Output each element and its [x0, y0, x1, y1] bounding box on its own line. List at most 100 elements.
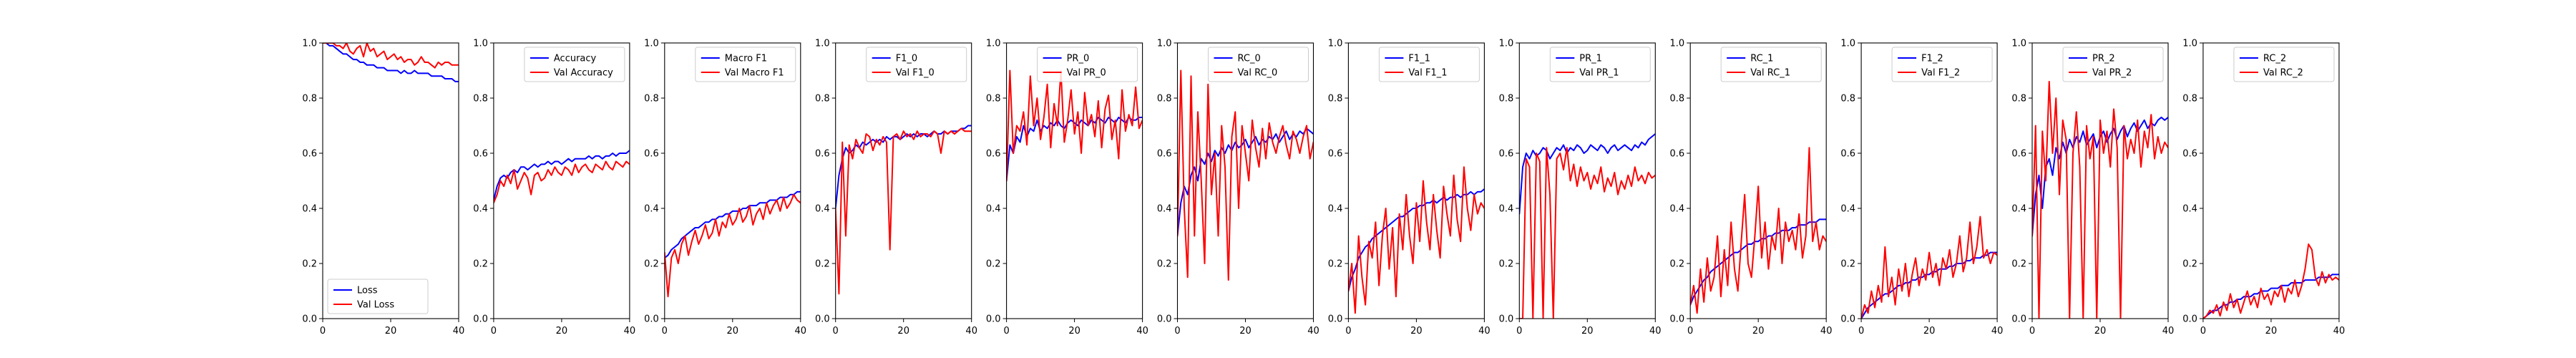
subplot-11: 0.0 0.2 0.4 0.6 0.8 1.0 0 20 40 PR_2 Val PR_2 [2011, 39, 2174, 337]
y-tick-label: 0.4 [644, 204, 659, 215]
series-line-val-rc-0 [1177, 69, 1314, 281]
y-tick-label: 0.0 [2182, 314, 2197, 325]
legend: Loss Val Loss [327, 279, 429, 314]
series-line-rc-1 [1690, 218, 1827, 306]
y-tick-label: 0.6 [302, 149, 317, 160]
y-tick-label: 0.4 [2011, 204, 2026, 215]
series-group [1177, 69, 1314, 281]
series-group [2032, 80, 2168, 319]
axes-frame [664, 42, 801, 319]
y-tick-label: 0.8 [815, 94, 830, 105]
axes-frame [2031, 42, 2169, 319]
series-line-f1-0 [835, 125, 972, 209]
y-tick-label: 0.4 [1670, 204, 1685, 215]
subplot-12: 0.0 0.2 0.4 0.6 0.8 1.0 0 20 40 RC_2 Val RC_2 [2182, 39, 2345, 337]
x-tick-label: 20 [1923, 326, 1936, 337]
x-tick-label: 0 [1516, 326, 1522, 337]
y-tick-label: 1.0 [644, 39, 659, 49]
legend-box [1378, 47, 1480, 82]
legend-box [1037, 47, 1138, 82]
y-tick-label: 0.2 [815, 259, 830, 270]
y-tick-label: 0.2 [1328, 259, 1343, 270]
x-tick-label: 40 [795, 326, 807, 337]
y-tick-label: 0.8 [1157, 94, 1172, 105]
y-tick-label: 0.6 [1670, 149, 1685, 160]
legend: F1_2 Val F1_2 [1891, 47, 1993, 82]
x-tick-label: 0 [1345, 326, 1351, 337]
legend-label: F1_2 [1921, 54, 1943, 64]
series-line-val-pr-1 [1519, 147, 1656, 319]
y-tick-label: 0.0 [815, 314, 830, 325]
series-group [835, 125, 972, 295]
legend: F1_0 Val F1_0 [866, 47, 967, 82]
legend: RC_1 Val RC_1 [1720, 47, 1822, 82]
legend-label: Val Accuracy [554, 68, 613, 79]
x-tick-label: 0 [833, 326, 839, 337]
y-tick-label: 0.4 [1840, 204, 1855, 215]
legend-label: PR_0 [1067, 54, 1090, 64]
y-tick-label: 1.0 [815, 39, 830, 49]
legend-label: Val Loss [357, 300, 394, 311]
legend-label: PR_2 [2092, 54, 2115, 64]
series-line-val-loss [323, 43, 459, 69]
subplot-2: 0.0 0.2 0.4 0.6 0.8 1.0 0 20 40 Accuracy Val Accur… [473, 39, 635, 337]
y-tick-label: 0.2 [302, 259, 317, 270]
x-tick-label: 20 [1068, 326, 1080, 337]
series-line-val-macro-f1 [664, 193, 801, 298]
legend: Macro F1 Val Macro F1 [695, 47, 796, 82]
y-tick-label: 0.2 [2011, 259, 2026, 270]
x-tick-label: 40 [1820, 326, 1833, 337]
x-tick-label: 0 [2200, 326, 2206, 337]
y-tick-label: 1.0 [2011, 39, 2026, 49]
legend-box [1549, 47, 1651, 82]
x-tick-label: 20 [556, 326, 568, 337]
x-tick-label: 40 [2333, 326, 2346, 337]
legend-label: RC_1 [1750, 54, 1773, 64]
subplot-6: 0.0 0.2 0.4 0.6 0.8 1.0 0 20 40 RC_0 Val RC_0 [1157, 39, 1319, 337]
y-tick-label: 0.0 [1840, 314, 1855, 325]
x-tick-label: 40 [1478, 326, 1491, 337]
y-tick-label: 0.0 [1499, 314, 1514, 325]
series-group [1690, 147, 1827, 314]
legend-label: Loss [357, 286, 378, 296]
y-tick-label: 0.8 [2182, 94, 2197, 105]
legend-box [866, 47, 967, 82]
x-tick-label: 20 [2265, 326, 2278, 337]
subplot-7: 0.0 0.2 0.4 0.6 0.8 1.0 0 20 40 F1_1 Val F1_1 [1328, 39, 1491, 337]
y-tick-label: 1.0 [1328, 39, 1343, 49]
y-tick-label: 1.0 [302, 39, 317, 49]
legend-label: Val RC_2 [2263, 68, 2303, 79]
series-line-rc-2 [2202, 274, 2339, 319]
y-tick-label: 0.2 [473, 259, 488, 270]
series-group [323, 43, 459, 82]
series-line-pr-0 [1006, 116, 1143, 182]
legend-box [1208, 47, 1309, 82]
y-tick-label: 0.6 [644, 149, 659, 160]
y-tick-label: 0.4 [986, 204, 1001, 215]
legend-label: Val RC_0 [1238, 68, 1278, 79]
legend: RC_0 Val RC_0 [1208, 47, 1309, 82]
y-tick-label: 0.4 [473, 204, 488, 215]
axes-frame [322, 42, 459, 319]
x-tick-label: 20 [1410, 326, 1423, 337]
series-group [1861, 216, 1998, 319]
y-tick-label: 0.2 [2182, 259, 2197, 270]
y-tick-label: 0.6 [815, 149, 830, 160]
x-tick-label: 0 [1003, 326, 1009, 337]
y-tick-label: 0.6 [986, 149, 1001, 160]
series-group [1519, 133, 1656, 319]
y-tick-label: 0.4 [1157, 204, 1172, 215]
axes-frame [493, 42, 630, 319]
legend-box [327, 279, 429, 314]
series-line-accuracy [493, 150, 630, 201]
y-tick-label: 0.6 [1499, 149, 1514, 160]
legend-box [524, 47, 625, 82]
x-tick-label: 20 [897, 326, 909, 337]
subplot-1: 0.0 0.2 0.4 0.6 0.8 1.0 0 20 40 Loss Val Loss [302, 39, 464, 337]
y-tick-label: 0.8 [2011, 94, 2026, 105]
series-line-val-f1-1 [1348, 166, 1485, 314]
y-tick-label: 0.8 [1499, 94, 1514, 105]
legend-label: Val RC_1 [1750, 68, 1790, 79]
legend-label: F1_0 [896, 54, 918, 64]
